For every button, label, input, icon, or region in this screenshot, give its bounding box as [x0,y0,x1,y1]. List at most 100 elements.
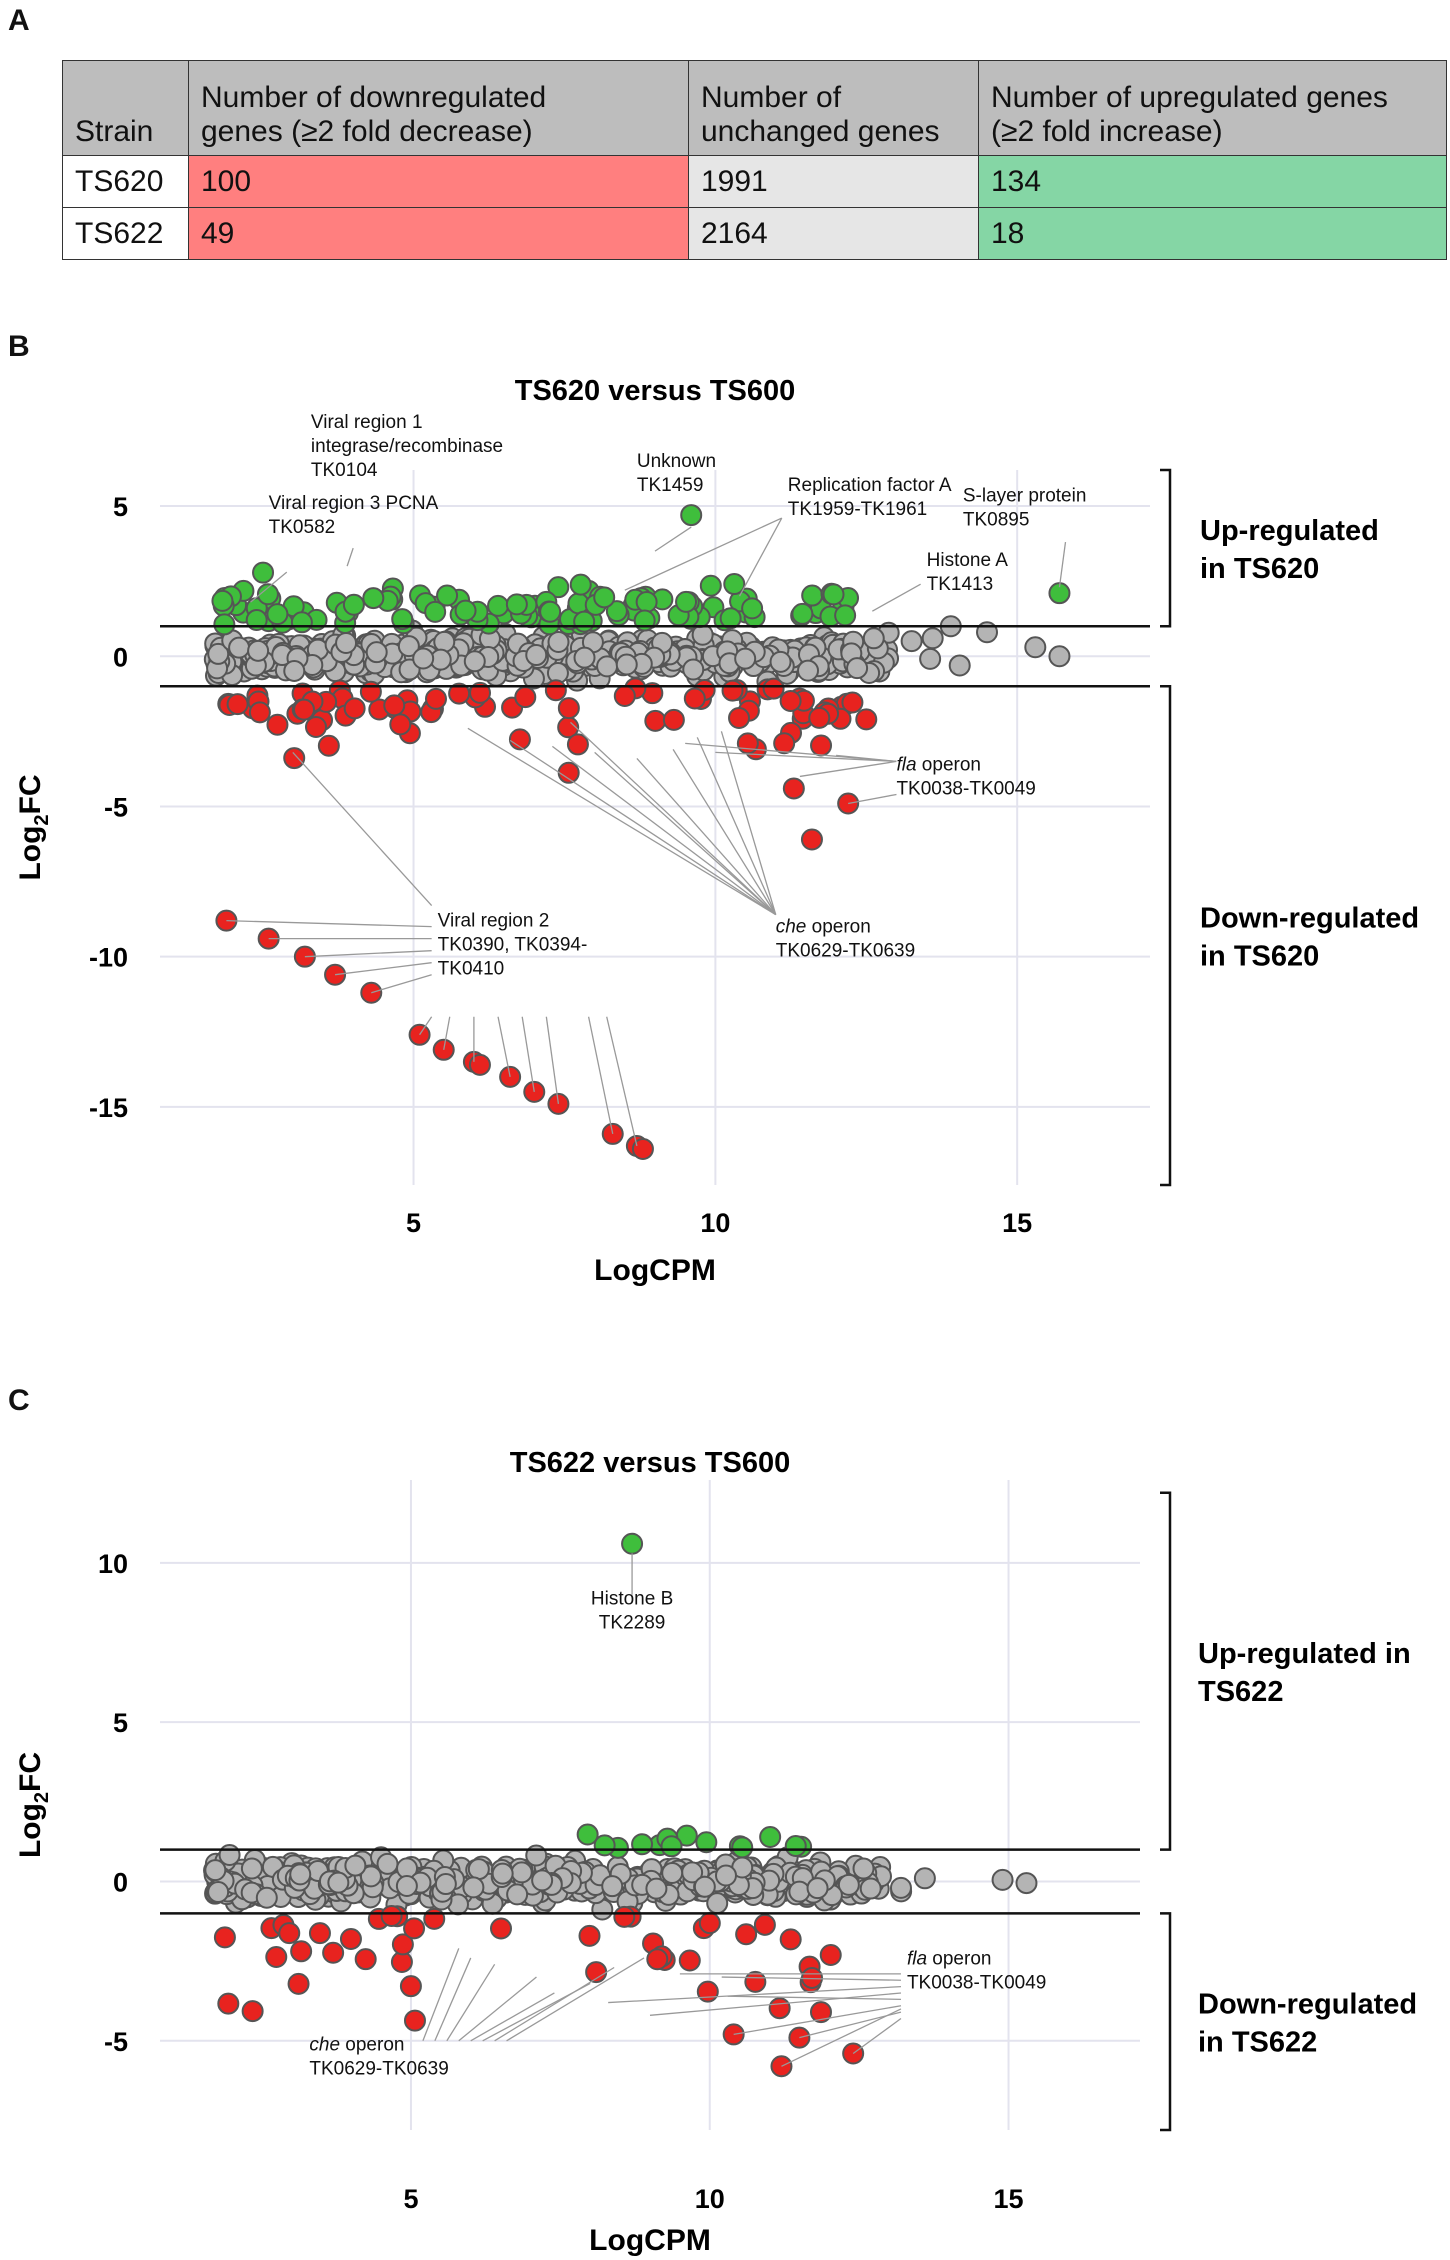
up-point [633,609,656,632]
unchanged-point [615,653,638,676]
annotation-text: TK0629-TK0639 [776,941,915,962]
down-point [448,682,471,705]
down-point [213,1926,236,1949]
cell-up: 18 [978,207,1447,260]
down-point [646,1948,669,1971]
down-point [736,732,759,755]
up-point [784,1834,807,1857]
down-point [293,698,316,721]
down-point [317,734,340,757]
leader-line [654,526,692,552]
unchanged-point [462,1876,485,1899]
header-unchanged: Number of unchanged genes [688,60,979,156]
down-point [308,1922,331,1945]
chart-panel-c: TS622 versus TS600 LogCPM Log2FC 5 10 15 10 5 0 -… [14,1447,1417,2257]
down-point [809,2001,832,2024]
down-point [468,1053,491,1076]
down-point [359,680,382,703]
up-point [539,600,562,623]
up-point [719,607,742,630]
down-point [217,1992,240,2015]
unchanged-point [852,1857,875,1880]
side-label: in TS620 [1200,553,1319,585]
up-point [576,1823,599,1846]
up-point [631,1833,654,1856]
down-point [819,1944,842,1967]
unchanged-point [207,1880,230,1903]
y-tick-label: 0 [113,642,128,672]
leader-line [434,1957,472,2042]
leader-line [636,757,777,916]
data-points [203,1532,1038,2078]
unchanged-point [734,647,757,670]
down-point [644,709,667,732]
unchanged-point [913,1867,936,1890]
x-tick-label: 15 [1002,1208,1032,1238]
annotation-text: TK1459 [637,475,704,496]
down-point [403,1917,426,1940]
leader-line [587,1016,614,1135]
up-point [547,576,570,599]
annotation-text: TK0104 [311,460,378,481]
unchanged-point [921,627,944,650]
up-point [635,591,658,614]
down-point [290,1940,313,1963]
down-point [266,713,289,736]
up-point [290,611,313,634]
leader-line [497,1016,511,1077]
annotation-text: Histone B [591,1588,673,1609]
leader-line [334,962,432,976]
down-point [424,687,447,710]
side-brace [1160,1912,1172,2132]
leader-line [852,2017,902,2055]
down-point [389,713,412,736]
down-point [773,732,796,755]
down-point [557,697,580,720]
down-point [283,747,306,770]
down-point [557,761,580,784]
unchanged-point [506,1883,529,1906]
unchanged-point [862,627,885,650]
unchanged-point [255,1886,278,1909]
side-label: Down-regulated [1200,903,1419,935]
side-brace [1160,685,1172,1187]
leader-line [545,1016,560,1104]
up-point [211,589,234,612]
down-point [423,1907,446,1930]
up-point [252,561,275,584]
unchanged-point [531,1869,554,1892]
chart-title: TS620 versus TS600 [515,375,796,407]
annotation: Unknown TK1459 [637,451,716,496]
header-downregulated: Number of downregulated genes (≥2 fold de… [188,60,689,156]
header-upregulated: Number of upregulated genes (≥2 fold incr… [978,60,1447,156]
unchanged-point [837,1873,860,1896]
down-point [855,708,878,731]
annotation-text: TK1413 [927,574,994,595]
down-point [265,1946,288,1969]
down-point [735,1923,758,1946]
unchanged-point [335,631,358,654]
down-point [380,1904,403,1927]
side-brace [1160,468,1172,628]
leader-line [624,517,783,591]
annotation-text: che operon [776,917,871,938]
down-point [304,716,327,739]
down-point [241,2000,264,2023]
leader-line [371,974,432,994]
y-tick-label: -10 [89,943,128,973]
down-point [322,1941,345,1964]
leader-line [649,1992,902,2016]
annotation-text: Replication factor A [788,475,952,496]
up-point [593,586,616,609]
side-label: TS622 [1198,1676,1283,1708]
annotation-text: Viral region 2 [438,911,550,932]
up-point [266,603,289,626]
leader-line [871,583,921,612]
annotation: Viral region 2 TK0390, TK0394- TK0410 [438,911,588,980]
x-tick-label: 10 [695,2184,725,2214]
up-point [569,573,592,596]
unchanged-point [661,1862,684,1885]
up-point [723,573,746,596]
up-point [487,594,510,617]
